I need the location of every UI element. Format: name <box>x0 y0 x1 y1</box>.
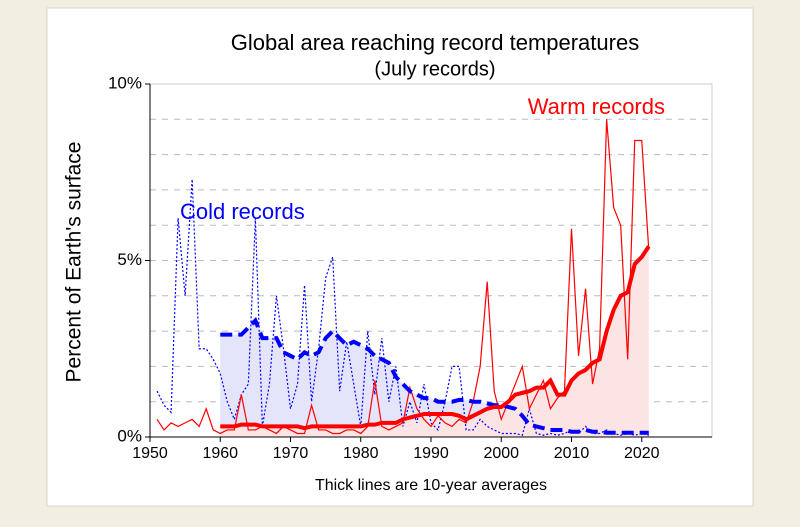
average-area <box>220 320 649 437</box>
x-tick-label: 1960 <box>202 445 238 462</box>
x-tick-label: 1950 <box>132 445 168 462</box>
y-tick-label: 5% <box>117 250 142 269</box>
chart-title: Global area reaching record temperatures <box>231 30 639 55</box>
average-line <box>220 316 649 435</box>
annual-line <box>156 179 649 436</box>
x-axis-label: Thick lines are 10-year averages <box>315 477 547 494</box>
series-label: Cold records <box>180 199 305 224</box>
x-tick-label: 1980 <box>343 445 379 462</box>
series-label: Warm records <box>528 94 665 119</box>
x-tick-label: 2010 <box>554 445 590 462</box>
y-tick-label: 0% <box>117 426 142 445</box>
annual-line <box>156 119 650 435</box>
x-tick-label: 1990 <box>413 445 449 462</box>
chart-subtitle: (July records) <box>374 58 495 80</box>
y-axis-label: Percent of Earth's surface <box>63 142 86 383</box>
y-tick-label: 10% <box>108 73 142 92</box>
x-tick-label: 1970 <box>273 445 309 462</box>
x-tick-label: 2020 <box>624 445 660 462</box>
average-line <box>220 245 651 431</box>
x-tick-label: 2000 <box>483 445 519 462</box>
